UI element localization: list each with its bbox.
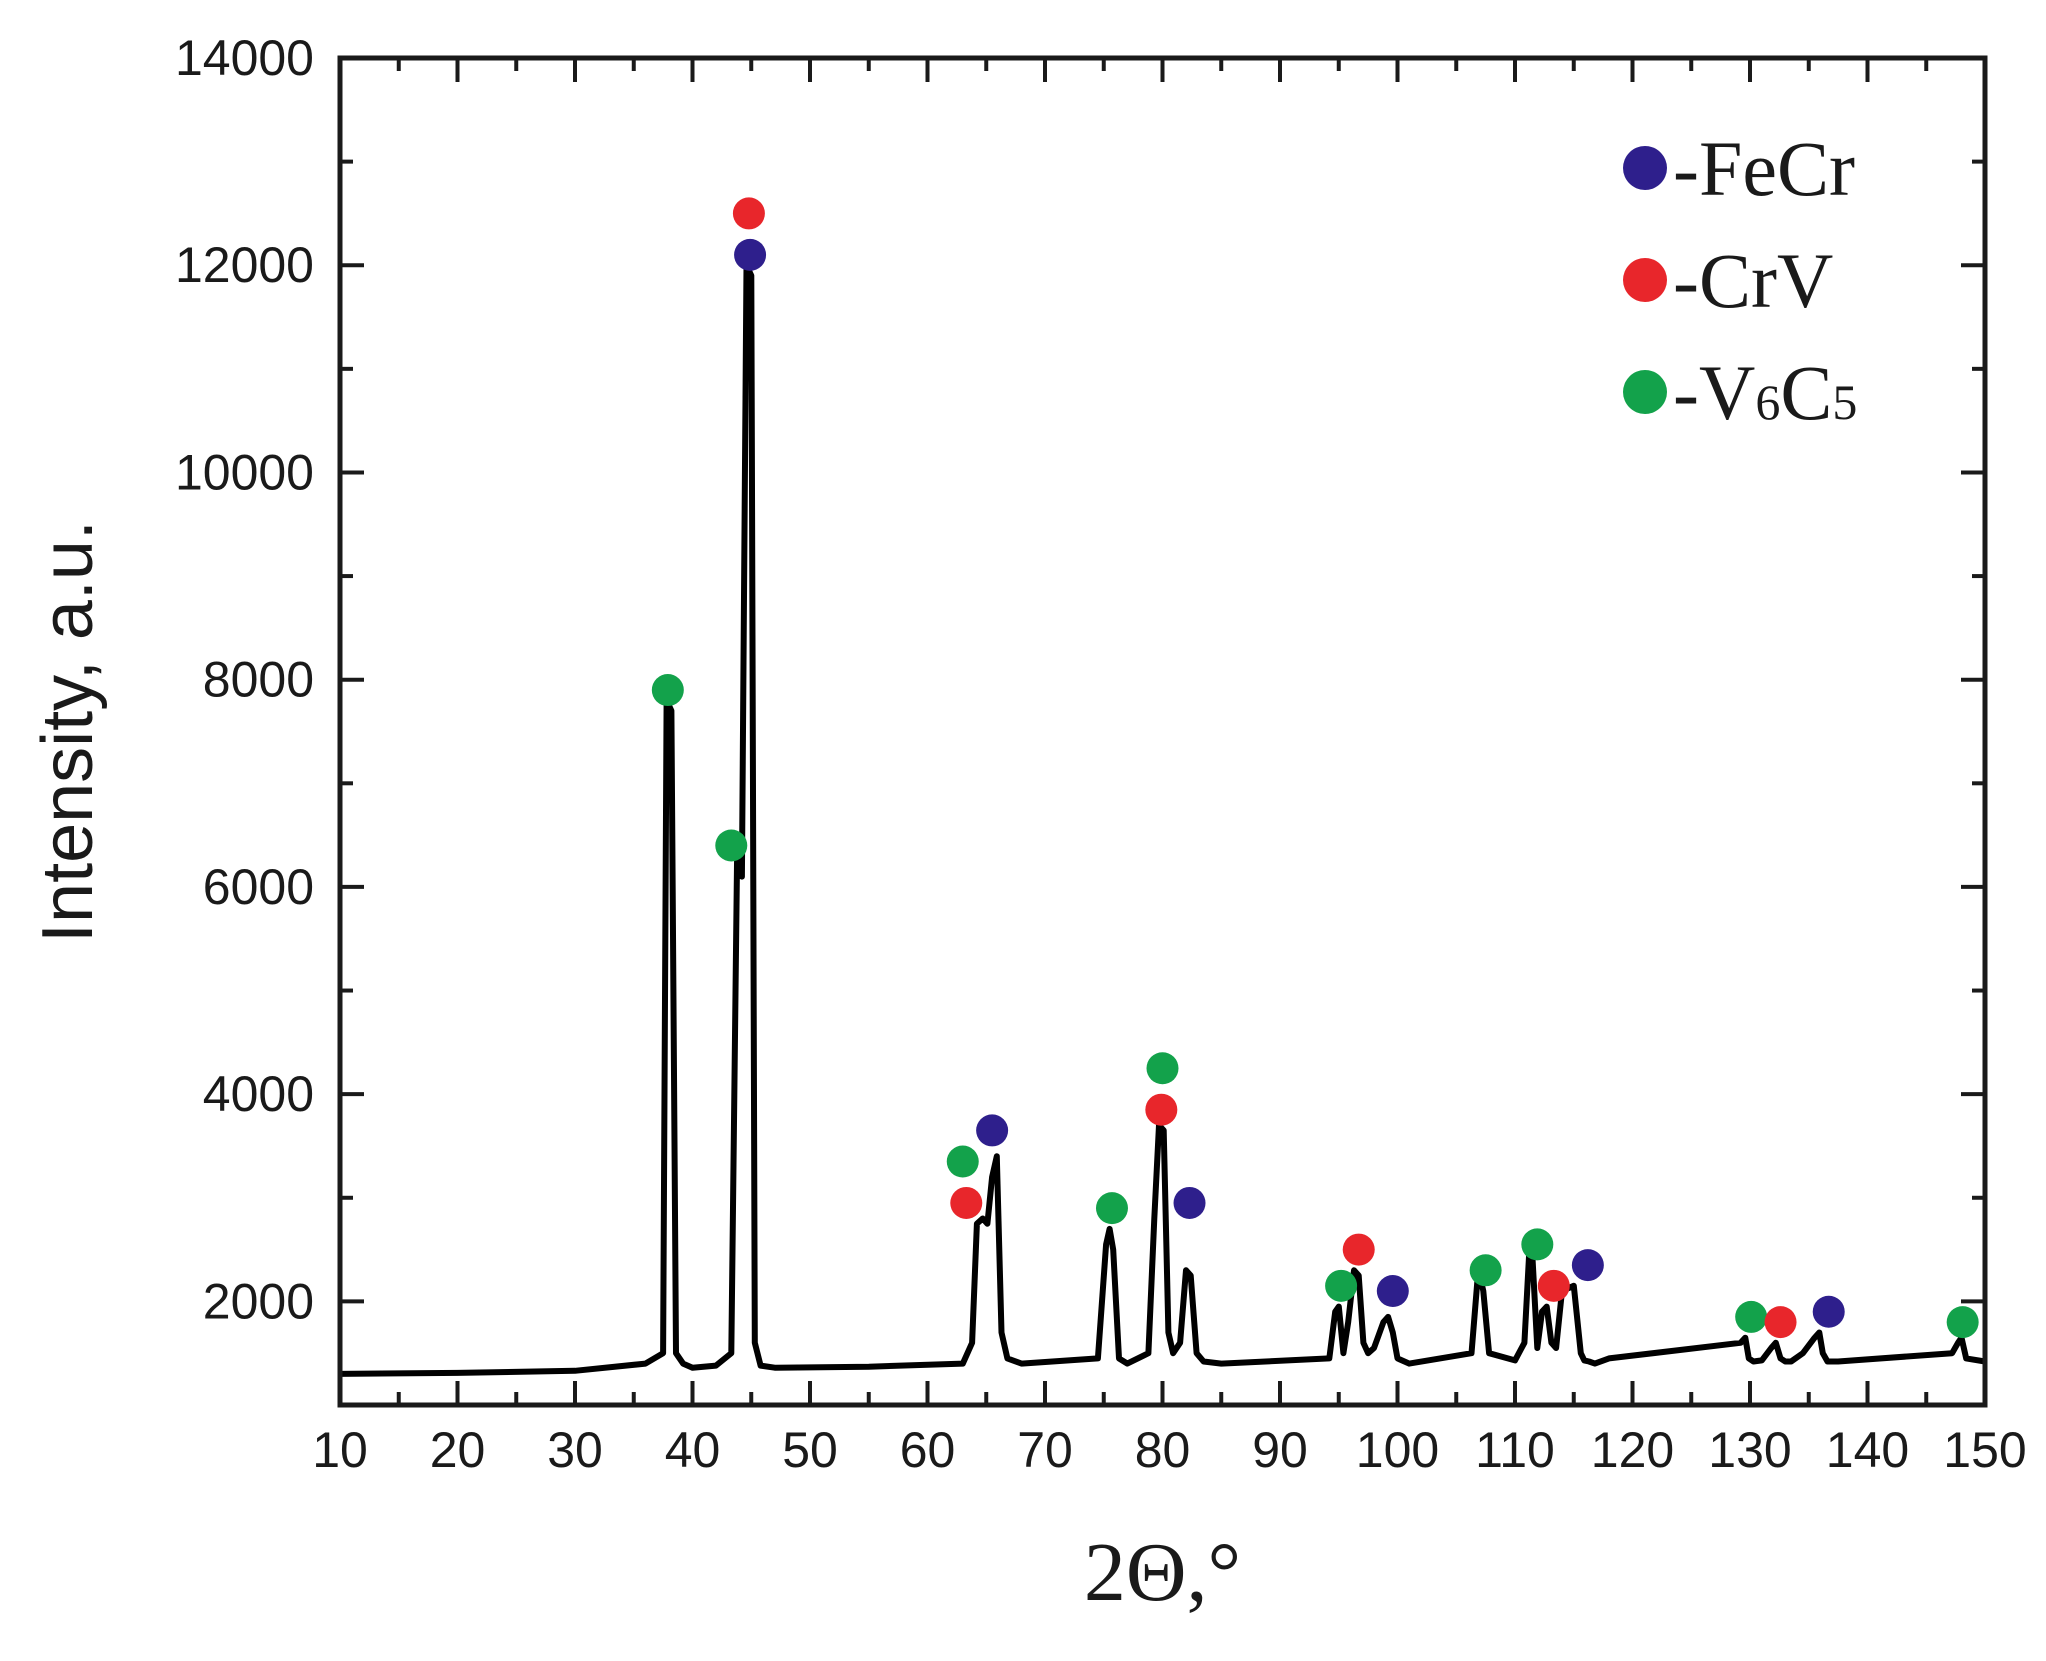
- x-tick-label: 150: [1943, 1422, 2026, 1478]
- x-tick-label: 20: [430, 1422, 486, 1478]
- x-tick-label: 70: [1017, 1422, 1073, 1478]
- x-tick-label: 100: [1356, 1422, 1439, 1478]
- y-tick-label: 10000: [175, 444, 314, 500]
- phase-marker-fecr: [1376, 1275, 1409, 1308]
- x-tick-label: 120: [1591, 1422, 1674, 1478]
- phase-marker-crv: [1537, 1269, 1570, 1302]
- plot-area: [339, 262, 1986, 1377]
- y-axis-label: Intensity, a.u.: [28, 520, 108, 943]
- phase-marker-crv: [950, 1186, 983, 1219]
- x-tick-label: 40: [665, 1422, 721, 1478]
- phase-marker-v6c5: [1095, 1192, 1128, 1225]
- phase-marker-v6c5: [1469, 1254, 1502, 1287]
- phase-marker-crv: [1342, 1233, 1375, 1266]
- x-tick-label: 130: [1708, 1422, 1791, 1478]
- phase-markers: [651, 197, 1979, 1339]
- legend-label-v6c5: -V6C5: [1673, 349, 1857, 436]
- phase-marker-v6c5: [1521, 1228, 1554, 1261]
- x-tick-label: 10: [312, 1422, 368, 1478]
- phase-marker-v6c5: [651, 674, 684, 707]
- phase-marker-v6c5: [1946, 1306, 1979, 1339]
- xrd-pattern-line: [339, 262, 1986, 1377]
- phase-marker-v6c5: [1146, 1052, 1179, 1085]
- legend: -FeCr -CrV -V6C5: [1623, 125, 1857, 436]
- phase-marker-fecr: [976, 1114, 1009, 1147]
- x-tick-label: 30: [547, 1422, 603, 1478]
- phase-marker-fecr: [734, 238, 767, 271]
- x-tick-label: 50: [782, 1422, 838, 1478]
- y-tick-label: 6000: [203, 859, 314, 915]
- y-tick-label: 4000: [203, 1066, 314, 1122]
- plot-frame: [337, 55, 1988, 1408]
- phase-marker-crv: [1764, 1306, 1797, 1339]
- x-axis-label: 2Θ,°: [1084, 1526, 1241, 1619]
- phase-marker-v6c5: [946, 1145, 979, 1178]
- tick-labels: 10 20 30 40 50 60 70 80 90 100 110 120 130 140 150 2000…: [175, 30, 2027, 1478]
- legend-marker-v6c5: [1623, 370, 1667, 414]
- y-tick-label: 14000: [175, 30, 314, 86]
- phase-marker-v6c5: [715, 829, 748, 862]
- phase-marker-crv: [1145, 1093, 1178, 1126]
- legend-label-crv: -CrV: [1673, 237, 1833, 324]
- phase-marker-fecr: [1571, 1249, 1604, 1282]
- x-tick-label: 110: [1475, 1422, 1555, 1478]
- y-tick-label: 2000: [203, 1273, 314, 1329]
- phase-marker-v6c5: [1735, 1300, 1768, 1333]
- phase-marker-v6c5: [1325, 1269, 1358, 1302]
- y-tick-label: 12000: [175, 237, 314, 293]
- legend-marker-fecr: [1623, 146, 1667, 190]
- x-tick-label: 90: [1252, 1422, 1308, 1478]
- y-tick-label: 8000: [203, 652, 314, 708]
- legend-marker-crv: [1623, 258, 1667, 302]
- phase-marker-fecr: [1173, 1186, 1206, 1219]
- phase-marker-fecr: [1812, 1295, 1845, 1328]
- x-tick-label: 140: [1826, 1422, 1909, 1478]
- x-tick-label: 60: [900, 1422, 956, 1478]
- legend-label-fecr: -FeCr: [1673, 125, 1855, 212]
- phase-marker-crv: [732, 197, 765, 230]
- x-tick-label: 80: [1135, 1422, 1191, 1478]
